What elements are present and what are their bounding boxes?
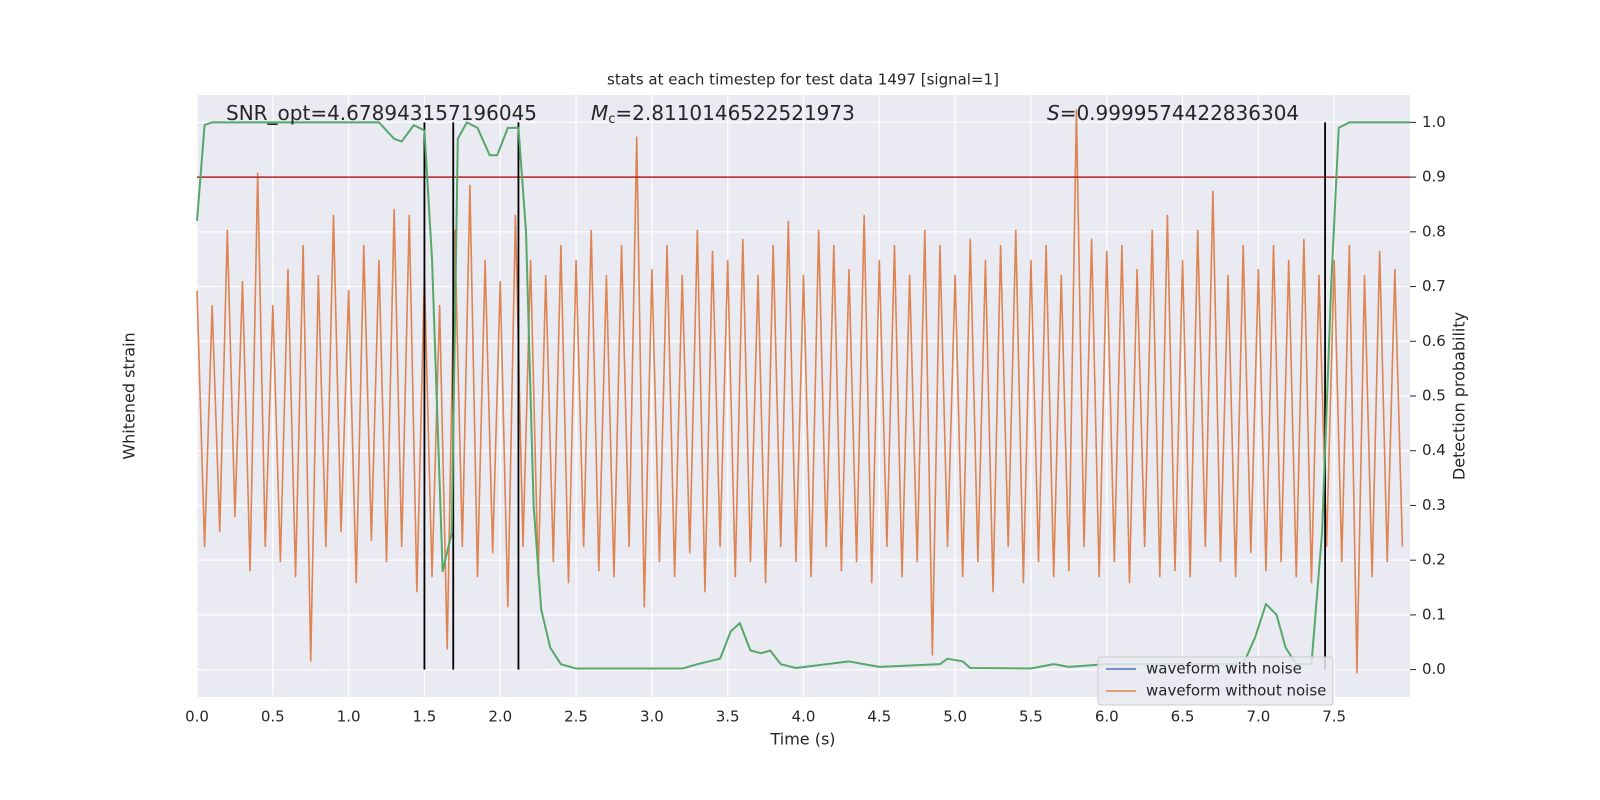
annotation-symbol: M — [591, 101, 608, 125]
probability-line — [196, 121, 1410, 670]
x-tick-label: 4.0 — [792, 708, 816, 726]
y2-tick-label: 0.9 — [1422, 168, 1446, 186]
x-tick-label: 3.0 — [640, 708, 664, 726]
x-tick-label: 2.0 — [488, 708, 512, 726]
chart-title: stats at each timestep for test data 149… — [607, 71, 999, 89]
y2-tick-label: 0.2 — [1422, 551, 1446, 569]
annotation-symbol: S — [1047, 101, 1060, 125]
x-tick-label: 1.0 — [337, 708, 361, 726]
x-tick-label: 4.5 — [867, 708, 891, 726]
annotation-text: SNR_opt=4.678943157196045 — [226, 101, 537, 125]
x-tick-label: 7.0 — [1246, 708, 1270, 726]
x-tick-label: 6.0 — [1095, 708, 1119, 726]
x-tick-label: 2.5 — [564, 708, 588, 726]
annotation: S=0.9999574422836304 — [1047, 101, 1299, 125]
y2-tick-label: 0.8 — [1422, 222, 1446, 240]
x-tick-label: 5.5 — [1019, 708, 1043, 726]
x-tick-label: 1.5 — [413, 708, 437, 726]
y2-tick-label: 0.5 — [1422, 387, 1446, 405]
y-axis-label: Whitened strain — [120, 332, 139, 459]
annotation-subscript: c — [608, 112, 615, 127]
annotation: Mc=2.8110146522521973 — [591, 101, 855, 127]
y2-tick-label: 0.1 — [1422, 605, 1446, 623]
x-tick-label: 3.5 — [716, 708, 740, 726]
y2-tick-label: 0.3 — [1422, 496, 1446, 514]
annotation-text: =0.9999574422836304 — [1060, 101, 1299, 125]
y2-tick-label: 0.7 — [1422, 277, 1446, 295]
legend-label: waveform with noise — [1146, 660, 1302, 678]
x-axis-label: Time (s) — [769, 730, 835, 749]
y2-tick-label: 0.0 — [1422, 660, 1446, 678]
x-tick-label: 0.0 — [185, 708, 209, 726]
legend-label: waveform without noise — [1146, 682, 1326, 700]
annotation: SNR_opt=4.678943157196045 — [226, 101, 537, 125]
x-tick-label: 0.5 — [261, 708, 285, 726]
legend-box — [1097, 656, 1334, 706]
y2-tick-label: 0.4 — [1422, 441, 1446, 459]
annotation-text: =2.8110146522521973 — [615, 101, 854, 125]
x-tick-label: 6.5 — [1171, 708, 1195, 726]
x-tick-label: 7.5 — [1322, 708, 1346, 726]
legend: waveform with noise waveform without nois… — [1097, 656, 1334, 706]
waveform-line — [196, 109, 1404, 674]
y2-axis-label: Detection probability — [1450, 312, 1469, 480]
x-tick-label: 5.0 — [943, 708, 967, 726]
y2-tick-label: 0.6 — [1422, 332, 1446, 350]
y2-tick-label: 1.0 — [1422, 113, 1446, 131]
